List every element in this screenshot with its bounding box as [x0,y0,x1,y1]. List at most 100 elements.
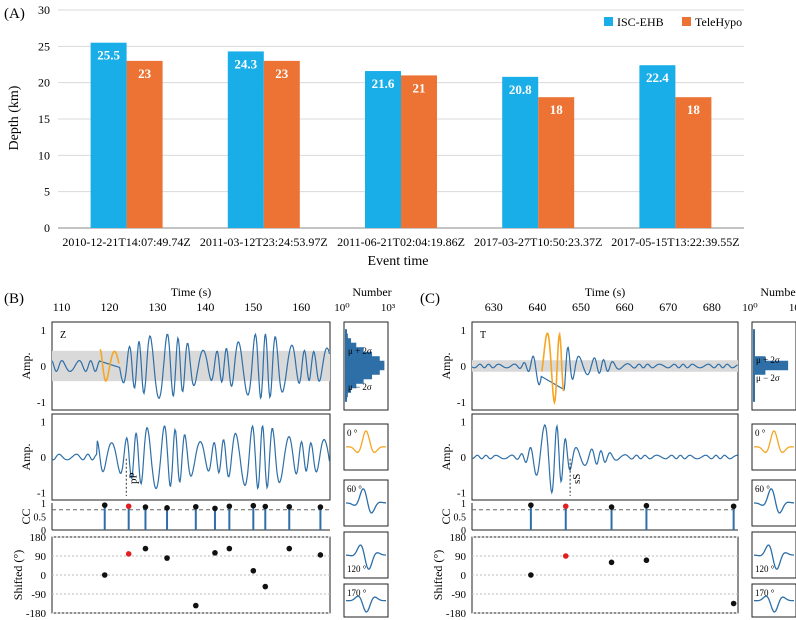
a-legend-swatch [604,17,613,26]
selected-window-trace [99,349,120,383]
cc-tick: 0.5 [454,513,467,524]
time-tick: 670 [659,300,677,314]
histogram-bar [753,329,755,335]
histogram-bar [753,369,766,375]
a-bar-isc [227,51,264,228]
shift-tick: 90 [455,551,467,563]
wavelet-curve [345,544,386,570]
panel-a: (A) 0 5 10 15 20 25 30 25.5 23 24.3 23 21.6 21 20.8 1… [4,3,744,269]
shift-point [286,545,293,552]
a-x-axis-label: Event time [367,254,428,269]
cc-point [226,503,233,510]
shift-tick: -90 [31,589,46,601]
hist-tick: 10³ [381,302,396,314]
histogram-bar [345,338,352,344]
histogram-bar [753,383,755,389]
shift-point [125,551,132,557]
hist-title: Number [352,285,391,299]
shift-tick: -90 [451,589,466,601]
a-bar-label: 25.5 [97,48,120,63]
time-axis-title: Time (s) [171,285,212,299]
histogram-bar [753,351,755,357]
shift-tick: 90 [35,551,47,563]
histogram-bar [753,342,755,348]
wavelet-label: 170 ° [755,588,775,598]
a-legend-label: ISC-EHB [617,15,664,29]
amp-tick: 0 [461,361,467,373]
amp-panel-bottom [471,413,739,501]
histogram-bar [345,365,385,371]
amp-tick: 1 [461,417,467,429]
histogram-bar [345,356,380,362]
a-legend: ISC-EHB TeleHypo [604,15,742,29]
a-x-tick: 2017-05-15T13:22:39.55Z [611,235,739,249]
histogram-bar [345,383,357,389]
histogram-bar [345,347,364,353]
amp-label-bottom: Amp. [19,444,33,471]
noise-band [472,360,738,372]
amp-panel-bottom [51,413,331,501]
cc-point [317,504,324,510]
histogram-bar [345,396,347,402]
time-tick: 140 [196,300,214,314]
wavelet-curve [753,544,794,570]
wavelet-curve [754,430,794,453]
a-bar-tele [126,60,163,228]
shift-tick: 180 [30,532,47,544]
histogram-bar [753,365,789,371]
wavelet-label: 0 ° [755,428,766,438]
wavelet-curve [754,488,795,514]
phase-label: sS [571,474,583,484]
a-y-tick: 20 [38,76,50,90]
wavelet-box [751,479,796,527]
waveform-trace [471,346,738,391]
a-y-tick-labels: 0 5 10 15 20 25 30 [38,3,50,235]
panel-b: Time (s)110 120 130 140 150 160ZAmp.10-1Numbe… [11,285,396,620]
amp-label-top: Amp. [439,353,453,380]
a-y-tick: 15 [38,112,50,126]
a-bar-tele [538,97,575,228]
amp-tick: 1 [41,325,47,337]
shift-point [608,559,615,566]
amp-label-top: Amp. [19,353,33,380]
a-legend-swatch [682,17,691,26]
a-bar-isc [365,71,401,228]
amp-tick: -1 [37,487,46,499]
amp-tick: -1 [457,397,466,409]
amp-tick: 0 [461,452,467,464]
time-tick: 120 [101,300,119,314]
shift-tick: -180 [26,608,47,620]
a-y-tick: 10 [38,148,50,162]
band-label-bottom: μ − 2σ [348,382,372,392]
histogram-bar [345,392,348,398]
histogram-bar [345,351,373,357]
time-tick: 640 [528,300,546,314]
a-bar-label: 21.6 [372,76,395,91]
shift-point [730,600,737,607]
a-bars: 25.5 23 24.3 23 21.6 21 20.8 18 22.4 18 [90,42,712,229]
shift-panel [51,536,331,614]
amp-tick: 1 [461,325,467,337]
shift-point [226,545,233,552]
a-y-tick: 25 [38,39,50,53]
wavelet-box [751,531,796,579]
wavelet-box [343,479,389,527]
a-x-tick: 2011-03-12T23:24:53.97Z [200,235,328,249]
shift-point [528,572,534,578]
wavelet-curve [346,488,387,514]
amp-label-bottom: Amp. [439,444,453,471]
a-bar-label: 23 [138,66,152,81]
shift-point [262,583,269,590]
time-tick: 150 [244,300,262,314]
a-bar-label: 24.3 [234,56,257,71]
shift-point [142,545,149,552]
time-tick: 130 [148,300,166,314]
histogram-bar [345,360,385,366]
a-x-tick: 2010-12-21T14:07:49.74Z [62,235,190,249]
shift-point [562,553,569,559]
shift-tick: 0 [461,570,467,582]
a-bar-isc [639,65,676,228]
cc-label: CC [439,508,453,524]
band-label-top: μ + 2σ [756,355,780,365]
